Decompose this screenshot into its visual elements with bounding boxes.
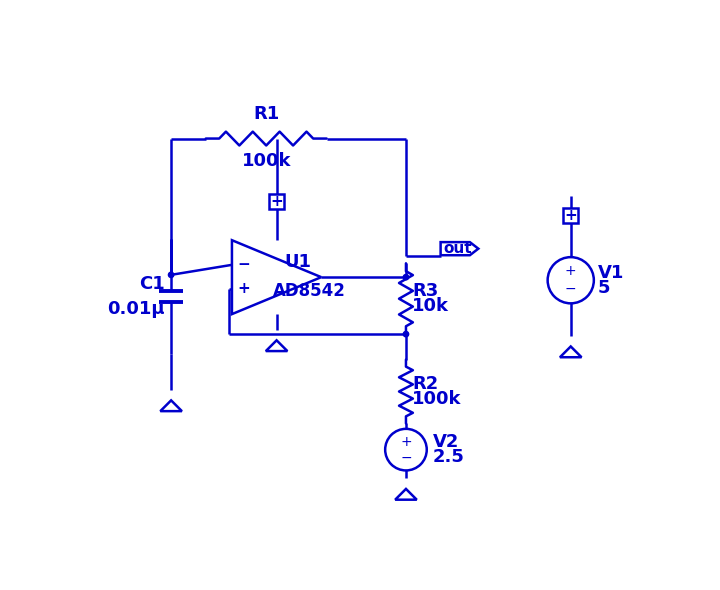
Text: out: out <box>444 241 472 256</box>
Text: R3: R3 <box>412 282 438 300</box>
Text: V1: V1 <box>598 264 624 281</box>
Text: 100k: 100k <box>412 390 462 408</box>
Text: R2: R2 <box>412 375 438 393</box>
Text: 2.5: 2.5 <box>433 448 465 466</box>
Text: +: + <box>565 264 577 278</box>
Text: +: + <box>400 435 412 449</box>
Text: AD8542: AD8542 <box>273 282 346 300</box>
Text: 100k: 100k <box>241 152 291 171</box>
Circle shape <box>168 272 174 277</box>
Circle shape <box>403 274 409 280</box>
Text: R1: R1 <box>253 105 279 123</box>
Text: U1: U1 <box>284 253 311 271</box>
Text: +: + <box>564 208 577 223</box>
Text: 5: 5 <box>598 279 610 297</box>
Text: −: − <box>238 257 250 273</box>
Text: C1: C1 <box>139 275 165 293</box>
Text: 0.01μ: 0.01μ <box>107 300 165 318</box>
Text: −: − <box>400 451 412 464</box>
Text: V2: V2 <box>433 433 459 451</box>
Text: −: − <box>565 282 577 296</box>
Text: +: + <box>270 194 283 209</box>
Text: 10k: 10k <box>412 297 449 316</box>
Circle shape <box>403 332 409 337</box>
Text: +: + <box>238 281 250 296</box>
